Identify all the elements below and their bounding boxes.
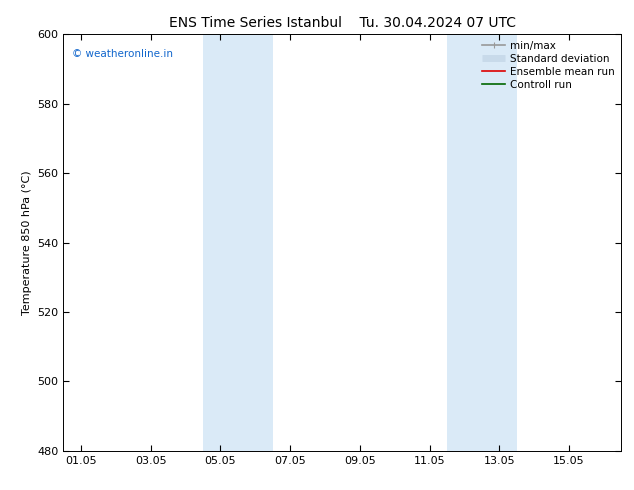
Legend: min/max, Standard deviation, Ensemble mean run, Controll run: min/max, Standard deviation, Ensemble me… bbox=[478, 36, 619, 94]
Bar bbox=[447, 34, 517, 451]
Bar bbox=[203, 34, 273, 451]
Title: ENS Time Series Istanbul    Tu. 30.04.2024 07 UTC: ENS Time Series Istanbul Tu. 30.04.2024 … bbox=[169, 16, 516, 30]
Y-axis label: Temperature 850 hPa (°C): Temperature 850 hPa (°C) bbox=[22, 170, 32, 315]
Text: © weatheronline.in: © weatheronline.in bbox=[72, 49, 173, 59]
